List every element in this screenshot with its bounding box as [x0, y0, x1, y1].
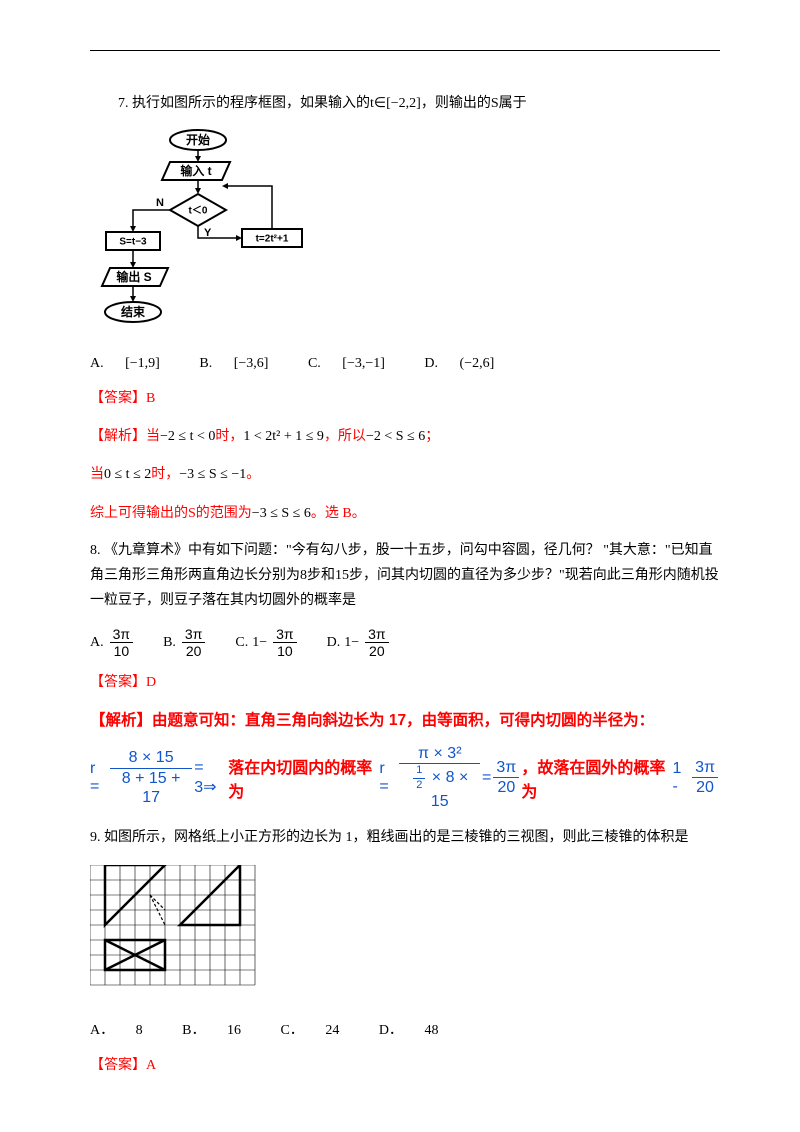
- grid-svg: [90, 865, 260, 995]
- q8-body: 《九章算术》中有如下问题："今有勾八步，股一十五步，问勾中容圆，径几何？ "其大…: [90, 543, 719, 608]
- svg-text:N: N: [156, 197, 164, 209]
- q9-opt-b: B． 16: [182, 1023, 259, 1038]
- q8-analysis: 【解析】由题意可知：直角三角向斜边长为 17，由等面积，可得内切圆的半径为：: [90, 705, 720, 736]
- q7-t2: ，则输出的S属于: [421, 96, 527, 111]
- svg-text:输入 t: 输入 t: [180, 163, 211, 178]
- q8-opt-a: A. 3π10: [90, 626, 135, 661]
- q9-opt-d: D． 48: [379, 1023, 457, 1038]
- svg-text:输出 S: 输出 S: [116, 269, 151, 284]
- page-container: 7. 执行如图所示的程序框图，如果输入的t∈[−2,2]，则输出的S属于 开始 …: [0, 0, 800, 1129]
- q9-number: 9.: [90, 830, 101, 845]
- flowchart-svg: 开始 输入 t t＜0 N S=t−3 Y t=2t²+1: [98, 128, 328, 328]
- q7-opt-d: D. (−2,6]: [424, 356, 512, 371]
- q7-analysis-2: 当0 ≤ t ≤ 2时，−3 ≤ S ≤ −1。: [90, 460, 720, 491]
- q7-analysis-3: 综上可得输出的S的范围为−3 ≤ S ≤ 6。选 B。: [90, 499, 720, 530]
- q7-options: A. [−1,9] B. [−3,6] C. [−3,−1] D. (−2,6]: [90, 351, 720, 376]
- q7-opt-a: A. [−1,9]: [90, 356, 178, 371]
- answer-label: 【答案】: [90, 675, 146, 690]
- q8-opt-c: C. 1−3π10: [235, 626, 298, 661]
- svg-text:t=2t²+1: t=2t²+1: [256, 234, 289, 245]
- q7-number: 7.: [118, 96, 129, 111]
- q7-t1: 执行如图所示的程序框图，如果输入的t: [132, 96, 374, 111]
- svg-text:S=t−3: S=t−3: [119, 237, 147, 248]
- svg-text:t＜0: t＜0: [189, 205, 208, 217]
- q8-answer: 【答案】D: [90, 670, 720, 695]
- q7-analysis-1: 【解析】当−2 ≤ t < 0时，1 < 2t² + 1 ≤ 9，所以−2 < …: [90, 422, 720, 453]
- q9-body: 如图所示，网格纸上小正方形的边长为 1，粗线画出的是三棱锥的三视图，则此三棱锥的…: [104, 830, 689, 845]
- svg-text:开始: 开始: [186, 132, 210, 147]
- svg-text:结束: 结束: [121, 304, 146, 319]
- answer-val: B: [146, 391, 155, 406]
- label: 【解析】: [90, 712, 152, 729]
- q8-text: 8. 《九章算术》中有如下问题："今有勾八步，股一十五步，问勾中容圆，径几何？ …: [90, 538, 720, 614]
- q9-opt-c: C． 24: [280, 1023, 357, 1038]
- q8-opt-d: D. 1−3π20: [327, 626, 391, 661]
- q7-answer: 【答案】B: [90, 386, 720, 411]
- q7-opt-b: B. [−3,6]: [199, 356, 286, 371]
- q9-options: A． 8 B． 16 C． 24 D． 48: [90, 1018, 720, 1043]
- q8-options: A. 3π10 B. 3π20 C. 1−3π10 D. 1−3π20: [90, 626, 720, 661]
- text: 由题意可知：直角三角向斜边长为 17，由等面积，可得内切圆的半径为：: [152, 712, 654, 729]
- answer-val: D: [146, 675, 156, 690]
- q7-opt-c: C. [−3,−1]: [308, 356, 403, 371]
- q7-flowchart: 开始 输入 t t＜0 N S=t−3 Y t=2t²+1: [98, 128, 720, 333]
- svg-text:Y: Y: [204, 227, 212, 239]
- header-rule: [90, 50, 720, 51]
- q7-range: [−2,2]: [386, 96, 421, 111]
- q8-formula: r = 8 × 158 + 15 + 17 = 3⇒落在内切圆内的概率为r = …: [90, 744, 720, 811]
- q9-figure: [90, 865, 720, 1000]
- label: 【解析】: [90, 429, 146, 444]
- q8-opt-b: B. 3π20: [163, 626, 207, 661]
- q7-in: ∈: [374, 96, 386, 111]
- q9-text: 9. 如图所示，网格纸上小正方形的边长为 1，粗线画出的是三棱锥的三视图，则此三…: [90, 825, 720, 850]
- q8-number: 8.: [90, 543, 101, 558]
- q9-answer: 【答案】A: [90, 1053, 720, 1078]
- answer-label: 【答案】: [90, 1058, 146, 1073]
- answer-label: 【答案】: [90, 391, 146, 406]
- q9-opt-a: A． 8: [90, 1023, 161, 1038]
- q7-text: 7. 执行如图所示的程序框图，如果输入的t∈[−2,2]，则输出的S属于: [90, 91, 720, 116]
- answer-val: A: [146, 1058, 156, 1073]
